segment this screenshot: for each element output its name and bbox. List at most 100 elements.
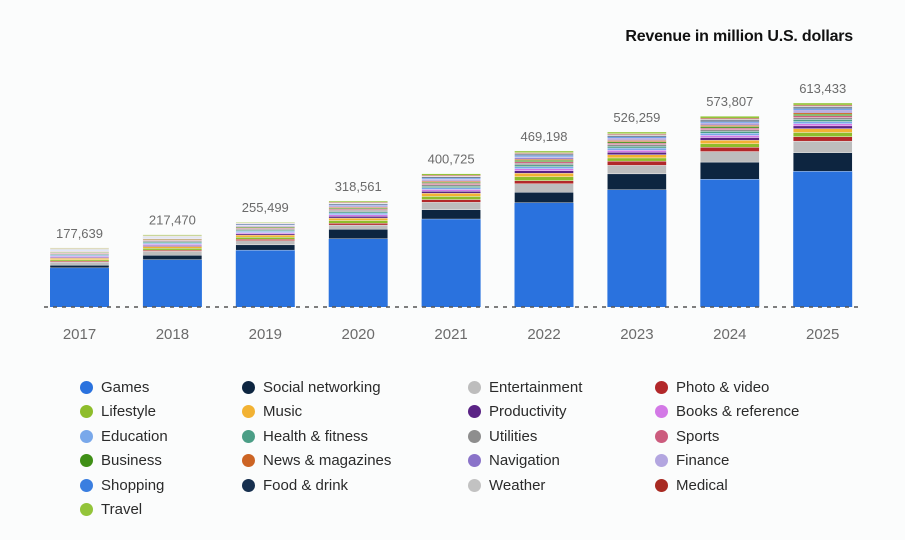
bar-segment-finance-2024[interactable] xyxy=(700,122,760,125)
bar-segment-education-2025[interactable] xyxy=(793,121,853,124)
bar-segment-books-reference-2023[interactable] xyxy=(607,149,667,153)
bar-segment-music-2020[interactable] xyxy=(328,217,388,221)
legend-item-medical[interactable]: Medical xyxy=(655,475,728,495)
bar-segment-news-magazines-2023[interactable] xyxy=(607,140,667,142)
bar-segment-food-drink-2025[interactable] xyxy=(793,106,853,109)
bar-segment-travel-2024[interactable] xyxy=(700,116,760,119)
bar-segment-travel-2018[interactable] xyxy=(142,234,203,236)
legend-item-social-networking[interactable]: Social networking xyxy=(242,377,381,397)
bar-segment-education-2020[interactable] xyxy=(328,212,388,215)
legend-item-photo-video[interactable]: Photo & video xyxy=(655,377,769,397)
bar-segment-navigation-2024[interactable] xyxy=(700,123,760,126)
legend-item-productivity[interactable]: Productivity xyxy=(468,402,567,422)
bar-segment-travel-2023[interactable] xyxy=(607,131,667,134)
bar-segment-books-reference-2025[interactable] xyxy=(793,123,853,127)
bar-segment-travel-2017[interactable] xyxy=(49,247,110,249)
bar-segment-education-2024[interactable] xyxy=(700,133,760,136)
bar-segment-finance-2025[interactable] xyxy=(793,109,853,112)
bar-segment-health-fitness-2023[interactable] xyxy=(607,146,667,149)
bar-segment-food-drink-2024[interactable] xyxy=(700,120,760,122)
bar-segment-education-2023[interactable] xyxy=(607,147,667,151)
legend-item-navigation[interactable]: Navigation xyxy=(468,451,560,471)
bar-segment-finance-2022[interactable] xyxy=(514,156,574,159)
bar-segment-productivity-2019[interactable] xyxy=(235,233,295,236)
bar-segment-education-2022[interactable] xyxy=(514,166,574,169)
bar-segment-social-networking-2017[interactable] xyxy=(49,264,110,269)
bar-segment-health-fitness-2024[interactable] xyxy=(700,131,760,134)
bar-segment-games-2025[interactable] xyxy=(793,171,853,307)
bar-segment-social-networking-2020[interactable] xyxy=(328,229,388,239)
bar-segment-photo-video-2020[interactable] xyxy=(328,223,388,226)
bar-segment-business-2025[interactable] xyxy=(793,113,853,116)
bar-segment-sports-2021[interactable] xyxy=(421,183,481,185)
bar-segment-entertainment-2025[interactable] xyxy=(793,140,853,153)
bar-segment-shopping-2024[interactable] xyxy=(700,121,760,123)
bar-segment-productivity-2025[interactable] xyxy=(793,125,853,129)
bar-segment-games-2024[interactable] xyxy=(700,179,760,307)
bar-segment-music-2023[interactable] xyxy=(607,154,667,159)
bar-segment-social-networking-2019[interactable] xyxy=(235,244,295,251)
bar-segment-books-reference-2024[interactable] xyxy=(700,135,760,138)
legend-item-books-reference[interactable]: Books & reference xyxy=(655,402,799,422)
bar-segment-music-2024[interactable] xyxy=(700,140,760,145)
bar-segment-photo-video-2018[interactable] xyxy=(142,249,203,252)
bar-segment-photo-video-2022[interactable] xyxy=(514,180,574,184)
bar-segment-music-2018[interactable] xyxy=(142,246,203,249)
bar-segment-utilities-2023[interactable] xyxy=(607,144,667,147)
bar-segment-sports-2023[interactable] xyxy=(607,142,667,145)
legend-item-sports[interactable]: Sports xyxy=(655,426,719,446)
bar-segment-shopping-2023[interactable] xyxy=(607,136,667,139)
legend-item-games[interactable]: Games xyxy=(80,377,149,397)
bar-segment-social-networking-2024[interactable] xyxy=(700,161,760,180)
bar-segment-entertainment-2018[interactable] xyxy=(142,251,203,256)
bar-segment-shopping-2025[interactable] xyxy=(793,108,853,111)
bar-segment-social-networking-2022[interactable] xyxy=(514,191,574,203)
bar-segment-lifestyle-2025[interactable] xyxy=(793,132,853,137)
bar-segment-utilities-2024[interactable] xyxy=(700,129,760,132)
bar-segment-lifestyle-2019[interactable] xyxy=(235,236,295,240)
bar-segment-games-2022[interactable] xyxy=(514,202,574,307)
bar-segment-travel-2020[interactable] xyxy=(328,200,388,203)
bar-segment-lifestyle-2022[interactable] xyxy=(514,176,574,181)
bar-segment-utilities-2020[interactable] xyxy=(328,210,388,212)
bar-segment-productivity-2021[interactable] xyxy=(421,191,481,194)
bar-segment-books-reference-2022[interactable] xyxy=(514,168,574,171)
bar-segment-games-2023[interactable] xyxy=(607,189,667,307)
bar-segment-music-2021[interactable] xyxy=(421,193,481,197)
bar-segment-business-2023[interactable] xyxy=(607,141,667,144)
bar-segment-navigation-2022[interactable] xyxy=(514,157,574,160)
bar-segment-games-2019[interactable] xyxy=(235,250,295,307)
legend-item-health-fitness[interactable]: Health & fitness xyxy=(242,426,368,446)
bar-segment-news-magazines-2024[interactable] xyxy=(700,125,760,127)
bar-segment-photo-video-2023[interactable] xyxy=(607,160,667,166)
bar-segment-business-2021[interactable] xyxy=(421,181,481,184)
bar-segment-news-magazines-2022[interactable] xyxy=(514,158,574,161)
bar-segment-social-networking-2018[interactable] xyxy=(142,255,203,260)
bar-segment-music-2017[interactable] xyxy=(49,258,110,260)
bar-segment-entertainment-2019[interactable] xyxy=(235,240,295,246)
bar-segment-productivity-2020[interactable] xyxy=(328,216,388,219)
bar-segment-sports-2022[interactable] xyxy=(514,161,574,164)
bar-segment-photo-video-2021[interactable] xyxy=(421,199,481,203)
legend-item-music[interactable]: Music xyxy=(242,402,302,422)
bar-segment-games-2018[interactable] xyxy=(142,259,202,307)
bar-segment-education-2021[interactable] xyxy=(421,187,481,190)
legend-item-education[interactable]: Education xyxy=(80,426,168,446)
bar-segment-entertainment-2022[interactable] xyxy=(514,183,574,193)
bar-segment-entertainment-2017[interactable] xyxy=(49,261,110,266)
bar-segment-business-2024[interactable] xyxy=(700,126,760,129)
bar-segment-social-networking-2023[interactable] xyxy=(607,173,667,190)
bar-segment-music-2025[interactable] xyxy=(793,128,853,133)
bar-segment-productivity-2022[interactable] xyxy=(514,170,574,174)
bar-segment-productivity-2023[interactable] xyxy=(607,152,667,155)
bar-segment-health-fitness-2022[interactable] xyxy=(514,164,574,167)
bar-segment-navigation-2025[interactable] xyxy=(793,111,853,113)
bar-segment-education-2018[interactable] xyxy=(142,242,203,245)
bar-segment-travel-2019[interactable] xyxy=(235,221,295,223)
bar-segment-music-2019[interactable] xyxy=(235,234,295,238)
bar-segment-health-fitness-2020[interactable] xyxy=(328,211,388,214)
bar-segment-travel-2025[interactable] xyxy=(793,102,853,106)
bar-segment-business-2022[interactable] xyxy=(514,160,574,162)
bar-segment-books-reference-2019[interactable] xyxy=(235,232,295,234)
bar-segment-utilities-2025[interactable] xyxy=(793,117,853,120)
